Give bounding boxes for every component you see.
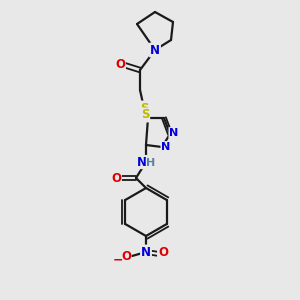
Text: H: H (146, 158, 156, 168)
Text: S: S (141, 109, 149, 122)
Text: N: N (137, 155, 147, 169)
Text: N: N (150, 44, 160, 56)
Text: O: O (111, 172, 121, 184)
Text: S: S (140, 101, 148, 115)
Text: N: N (141, 245, 151, 259)
Text: N: N (169, 128, 178, 138)
Text: O: O (115, 58, 125, 70)
Text: N: N (161, 142, 171, 152)
Text: −: − (113, 254, 123, 266)
Text: O: O (158, 247, 168, 260)
Text: O: O (121, 250, 131, 263)
